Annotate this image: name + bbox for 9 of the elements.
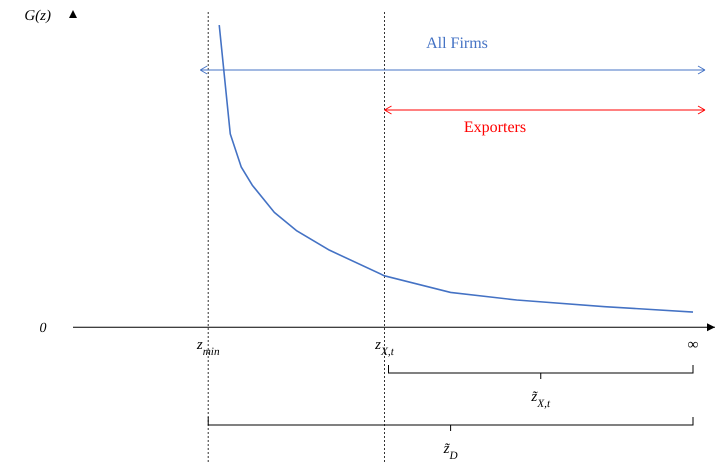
text: z̃$_{D}$ bbox=[442, 441, 458, 462]
text: z̃$_{X,t}$ bbox=[530, 389, 551, 410]
y-axis-title: G(z) bbox=[24, 8, 51, 24]
x-tick-label: z$_{min}$ bbox=[196, 337, 220, 358]
x-tick-label: ∞ bbox=[688, 337, 699, 354]
annotation: All Firms bbox=[426, 35, 488, 52]
x-tick-label: z$_{X,t}$ bbox=[374, 337, 395, 358]
text: 0 bbox=[40, 321, 46, 336]
annotation: Exporters bbox=[464, 119, 526, 136]
